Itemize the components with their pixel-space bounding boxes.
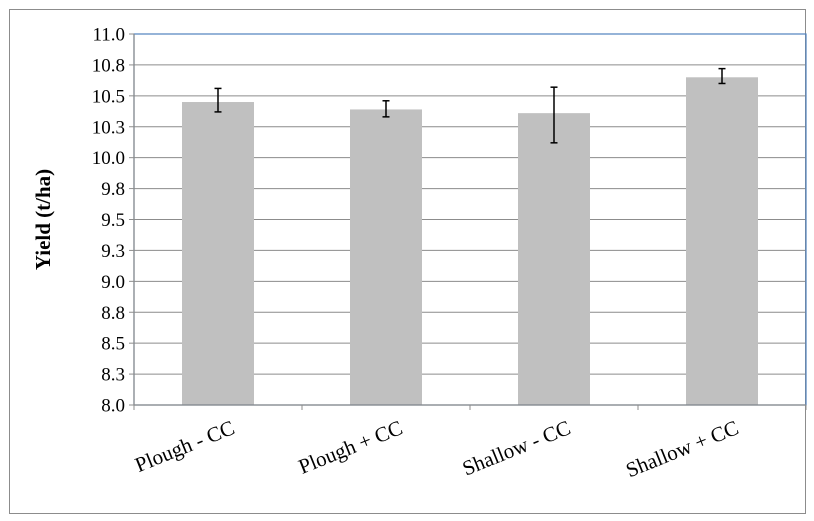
x-category-label: Plough - CC: [131, 415, 237, 477]
x-category-label: Shallow + CC: [622, 415, 742, 482]
y-tick-label: 8.3: [101, 365, 125, 386]
y-tick-label: 8.5: [101, 334, 125, 355]
y-tick-label: 9.0: [101, 272, 125, 293]
error-bars: [214, 67, 726, 144]
x-category-label: Plough + CC: [295, 415, 406, 478]
y-tick-label: 10.5: [92, 86, 125, 107]
y-tick-label: 11.0: [92, 25, 125, 46]
y-tick-label: 8.8: [101, 303, 125, 324]
y-tick-label: 9.3: [101, 241, 125, 262]
y-tick-labels: 8.0 8.3 8.5 8.8 9.0 9.3 9.5 9.8 10.0 10.3 10.5 10.8…: [92, 25, 125, 417]
y-tick-label: 8.0: [101, 396, 125, 417]
y-tick-label: 9.5: [101, 210, 125, 231]
y-tick-label: 9.8: [101, 179, 125, 200]
bar: [182, 102, 254, 406]
bar: [686, 77, 758, 406]
y-axis-title: Yield (t/ha): [31, 169, 55, 270]
x-category-label: Shallow - CC: [459, 415, 574, 480]
bars: [182, 77, 758, 406]
axes: [129, 33, 807, 410]
y-tick-label: 10.0: [92, 148, 125, 169]
bar: [518, 113, 590, 405]
x-category-labels: Plough - CC Plough + CC Shallow - CC Shallo…: [131, 415, 741, 482]
bar: [350, 109, 422, 405]
y-tick-label: 10.3: [92, 117, 125, 138]
y-tick-label: 10.8: [92, 55, 125, 76]
